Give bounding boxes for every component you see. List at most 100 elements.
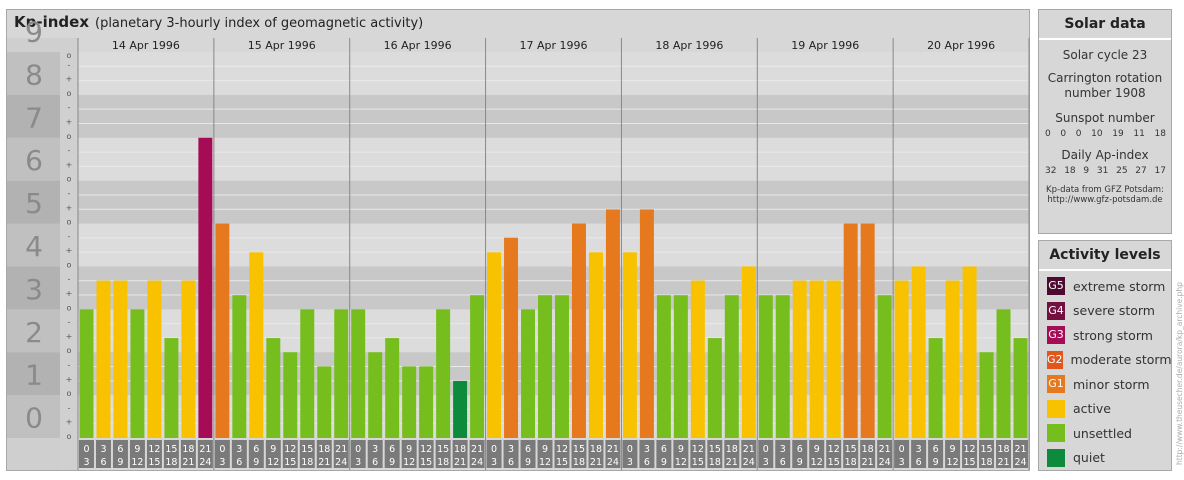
- activity-legend: G5 extreme storm G4 severe storm G3 strong st…: [1039, 271, 1172, 470]
- interval-start-label: 3: [372, 444, 378, 455]
- sunspot-value: 10: [1091, 129, 1103, 139]
- legend-swatch: [1047, 448, 1065, 467]
- kp-band: [78, 52, 1029, 95]
- interval-box: [384, 440, 400, 468]
- interval-start-label: 0: [627, 444, 633, 455]
- interval-end-label: 18: [709, 457, 721, 468]
- kp-bar: [707, 338, 722, 438]
- kp-bar: [130, 309, 145, 438]
- kp-bar: [792, 280, 807, 438]
- sunspot-value: 19: [1112, 129, 1124, 139]
- interval-start-label: 15: [437, 444, 449, 455]
- chart-title: Kp-index: [14, 13, 89, 31]
- interval-box: [588, 440, 604, 468]
- interval-end-label: 21: [318, 457, 330, 468]
- interval-start-label: 21: [1014, 444, 1026, 455]
- interval-start-label: 12: [692, 444, 704, 455]
- interval-box: [197, 440, 213, 468]
- interval-start-label: 6: [661, 444, 667, 455]
- interval-end-label: 18: [165, 457, 177, 468]
- interval-start-label: 15: [573, 444, 585, 455]
- interval-start-label: 9: [542, 444, 548, 455]
- kp-bar: [945, 280, 960, 438]
- interval-box: [928, 440, 944, 468]
- kp-bar: [1013, 338, 1028, 438]
- minor-tick-label: +: [66, 117, 73, 126]
- interval-end-label: 21: [590, 457, 602, 468]
- interval-box: [979, 440, 995, 468]
- kp-bar: [198, 137, 213, 438]
- legend-item: G4 severe storm: [1039, 299, 1171, 324]
- interval-end-label: 15: [284, 457, 296, 468]
- sunspot-value: 11: [1133, 129, 1145, 139]
- interval-start-label: 0: [219, 444, 225, 455]
- interval-box: [299, 440, 315, 468]
- minor-tick-label: -: [68, 103, 71, 112]
- interval-box: [911, 440, 927, 468]
- y-band: [7, 94, 60, 138]
- minor-tick-label: -: [68, 275, 71, 284]
- legend-swatch: [1047, 424, 1065, 443]
- kp-bar: [181, 280, 196, 438]
- interval-end-label: 24: [335, 457, 347, 468]
- kp-bar: [690, 280, 705, 438]
- interval-start-label: 9: [134, 444, 140, 455]
- minor-tick-label: o: [67, 132, 72, 141]
- solar-data-title: Solar data: [1039, 10, 1171, 40]
- kp-bar: [588, 252, 603, 438]
- interval-start-label: 21: [879, 444, 891, 455]
- kp-bar: [147, 280, 162, 438]
- source-link[interactable]: http://www.gfz-potsdam.de: [1047, 195, 1163, 205]
- interval-end-label: 9: [525, 457, 531, 468]
- day-label: 14 Apr 1996: [112, 39, 180, 52]
- kp-bar: [571, 223, 586, 438]
- interval-end-label: 3: [355, 457, 361, 468]
- interval-end-label: 3: [83, 457, 89, 468]
- interval-end-label: 12: [675, 457, 687, 468]
- y-band: [7, 266, 60, 310]
- day-header-strip: [78, 38, 1029, 52]
- interval-box: [690, 440, 706, 468]
- interval-end-label: 12: [947, 457, 959, 468]
- legend-label: strong storm: [1073, 327, 1153, 343]
- kp-bar: [605, 209, 620, 438]
- interval-box: [452, 440, 468, 468]
- minor-tick-label: o: [67, 89, 72, 98]
- interval-end-label: 21: [862, 457, 874, 468]
- interval-end-label: 18: [573, 457, 585, 468]
- interval-box: [214, 440, 230, 468]
- interval-box: [79, 440, 94, 468]
- kp-bar: [504, 237, 519, 438]
- interval-box: [1013, 440, 1028, 468]
- interval-start-label: 3: [780, 444, 786, 455]
- interval-start-label: 12: [828, 444, 840, 455]
- minor-tick-label: o: [67, 218, 72, 227]
- source-line1: Kp-data from GFZ Potsdam:: [1046, 185, 1164, 195]
- interval-box: [316, 440, 332, 468]
- interval-end-label: 18: [301, 457, 313, 468]
- credit-text[interactable]: http://www.theusecher.de/aurora/kp_archi…: [1174, 260, 1184, 470]
- y-band: [7, 52, 60, 95]
- interval-end-label: 6: [508, 457, 514, 468]
- y-tick-label: 1: [25, 359, 43, 392]
- interval-end-label: 15: [692, 457, 704, 468]
- activity-levels-title: Activity levels: [1039, 241, 1171, 271]
- y-tick-label: 3: [25, 273, 43, 306]
- interval-start-label: 21: [607, 444, 619, 455]
- interval-start-label: 18: [590, 444, 602, 455]
- day-label: 20 Apr 1996: [927, 39, 995, 52]
- carrington-line1: Carrington rotation: [1047, 71, 1163, 85]
- interval-box: [792, 440, 808, 468]
- interval-start-label: 9: [406, 444, 412, 455]
- interval-box: [95, 440, 111, 468]
- interval-end-label: 3: [763, 457, 769, 468]
- interval-start-label: 15: [165, 444, 177, 455]
- interval-end-label: 15: [556, 457, 568, 468]
- kp-bar: [470, 295, 485, 438]
- kp-bar: [809, 280, 824, 438]
- chart-subtitle: (planetary 3-hourly index of geomagnetic…: [95, 16, 424, 31]
- kp-bar: [741, 266, 756, 438]
- interval-box: [333, 440, 349, 468]
- interval-box: [724, 440, 740, 468]
- credit-url[interactable]: http://www.theusecher.de/aurora/kp_archi…: [1175, 282, 1184, 465]
